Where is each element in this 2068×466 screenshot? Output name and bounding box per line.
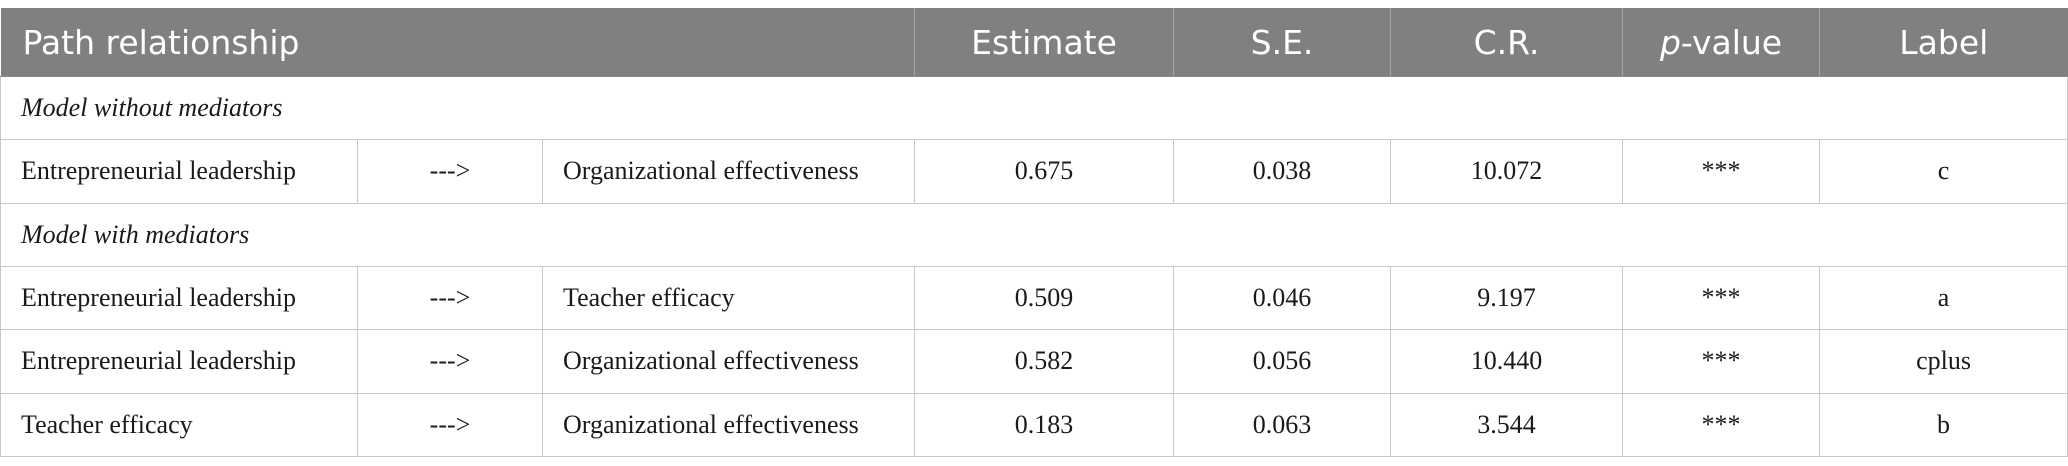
header-estimate: Estimate [914, 8, 1174, 77]
path-from: Entrepreneurial leadership [0, 329, 358, 394]
path-from: Entrepreneurial leadership [0, 265, 358, 331]
se-cell: 0.063 [1173, 392, 1392, 458]
header-cr: C.R. [1390, 8, 1623, 77]
path-arrow: ---> [357, 329, 543, 394]
cr-cell: 9.197 [1390, 265, 1624, 331]
p-value-cell: *** [1622, 265, 1821, 331]
cr-cell: 10.440 [1390, 329, 1624, 394]
section-title: Model without mediators [0, 75, 2068, 141]
table-row: Entrepreneurial leadership ---> Organiza… [0, 139, 2068, 204]
se-cell: 0.056 [1173, 329, 1392, 394]
header-p-value: p-value [1622, 8, 1820, 77]
table-row: Entrepreneurial leadership ---> Teacher … [0, 265, 2068, 331]
header-p-symbol: p [1659, 22, 1681, 62]
table-row: Entrepreneurial leadership ---> Organiza… [0, 329, 2068, 394]
path-arrow: ---> [357, 265, 543, 331]
path-to: Teacher efficacy [541, 265, 916, 331]
estimate-cell: 0.582 [914, 329, 1175, 394]
path-results-table: Path relationship Estimate S.E. C.R. p-v… [0, 8, 2068, 458]
header-p-suffix: -value [1680, 22, 1783, 62]
path-from: Teacher efficacy [0, 392, 358, 458]
se-cell: 0.038 [1173, 139, 1392, 204]
label-cell: c [1819, 139, 2068, 204]
path-to: Organizational effectiveness [541, 329, 916, 394]
se-cell: 0.046 [1173, 265, 1392, 331]
section-row: Model with mediators [0, 202, 2068, 267]
estimate-cell: 0.675 [914, 139, 1175, 204]
estimate-cell: 0.183 [914, 392, 1175, 458]
header-path-relationship: Path relationship [0, 8, 915, 77]
label-cell: cplus [1819, 329, 2068, 394]
header-row: Path relationship Estimate S.E. C.R. p-v… [0, 8, 2068, 77]
estimate-cell: 0.509 [914, 265, 1175, 331]
section-row: Model without mediators [0, 75, 2068, 141]
table-row: Teacher efficacy ---> Organizational eff… [0, 392, 2068, 458]
header-se: S.E. [1173, 8, 1391, 77]
path-arrow: ---> [357, 139, 543, 204]
label-cell: b [1819, 392, 2068, 458]
cr-cell: 10.072 [1390, 139, 1624, 204]
p-value-cell: *** [1622, 139, 1821, 204]
section-title: Model with mediators [0, 202, 2068, 267]
path-arrow: ---> [357, 392, 543, 458]
label-cell: a [1819, 265, 2068, 331]
p-value-cell: *** [1622, 392, 1821, 458]
table-header: Path relationship Estimate S.E. C.R. p-v… [0, 8, 2068, 77]
path-to: Organizational effectiveness [541, 392, 916, 458]
table-body: Model without mediators Entrepreneurial … [0, 75, 2068, 458]
path-to: Organizational effectiveness [541, 139, 916, 204]
header-label: Label [1819, 8, 2068, 77]
p-value-cell: *** [1622, 329, 1821, 394]
path-from: Entrepreneurial leadership [0, 139, 358, 204]
cr-cell: 3.544 [1390, 392, 1624, 458]
